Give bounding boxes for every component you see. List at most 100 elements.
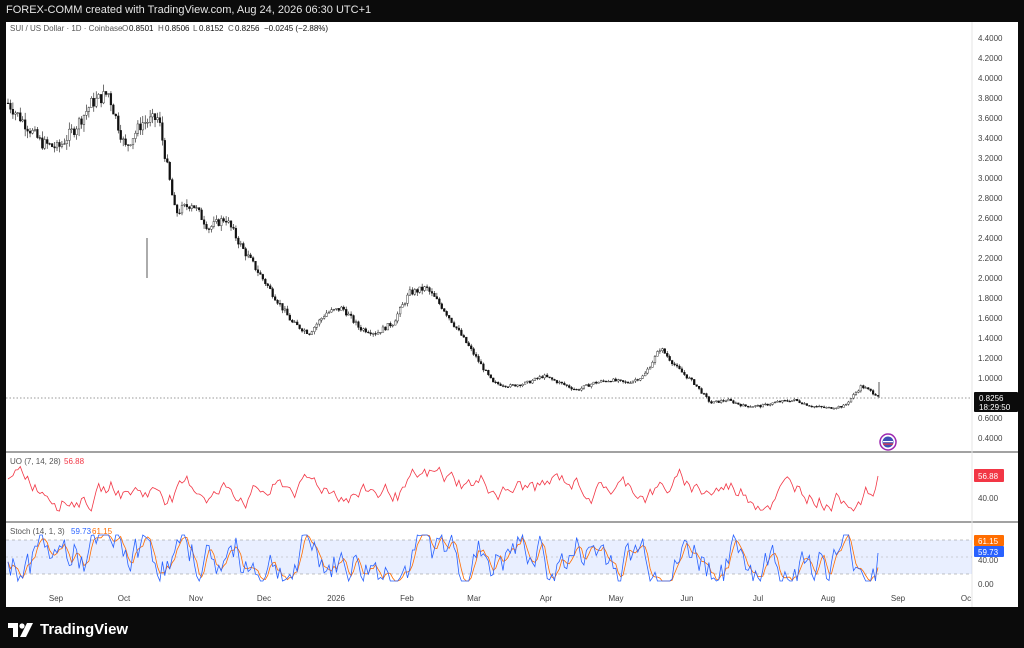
candle-body (511, 384, 514, 386)
candle-body (489, 374, 492, 379)
candle-body (729, 399, 733, 401)
candle-body (413, 289, 416, 295)
candle-body (75, 128, 78, 135)
candle-body (690, 377, 693, 380)
candle-body (487, 370, 490, 375)
candle-body (602, 380, 605, 382)
last-price-badge (974, 392, 1018, 412)
candle-body (239, 243, 242, 245)
uo-value: 56.88 (64, 457, 85, 466)
candle-body (63, 143, 66, 145)
candle-body (320, 318, 323, 321)
candle-body (354, 321, 358, 323)
price-axis-label: 3.4000 (978, 134, 1003, 143)
candle-body (195, 207, 198, 209)
candle-body (472, 348, 475, 355)
ohlc-high-label: H (158, 24, 164, 33)
candle-body (732, 400, 735, 404)
candle-body (237, 237, 240, 245)
candle-body (14, 112, 17, 115)
candle-body (800, 402, 804, 405)
candle-body (38, 137, 41, 139)
candle-body (151, 113, 154, 118)
candle-body (389, 323, 392, 327)
price-axis-label: 1.6000 (978, 314, 1003, 323)
uo-line (7, 465, 879, 513)
price-axis: 4.4000 4.2000 4.0000 3.8000 3.6000 3.4000 3.20… (978, 34, 1003, 443)
candle-body (597, 381, 600, 384)
candle-body (104, 91, 108, 95)
candle-body (288, 314, 291, 321)
candle-body (173, 194, 176, 206)
candle-body (425, 286, 429, 288)
candle-body (261, 274, 264, 280)
candle-body (19, 112, 22, 122)
candle-body (462, 335, 465, 338)
candle-body (455, 326, 458, 329)
candle-body (153, 113, 157, 121)
candle-body (617, 379, 620, 382)
tradingview-logo[interactable]: TradingView (8, 621, 128, 638)
candle-body (227, 220, 230, 223)
chart-svg[interactable]: SUI / US Dollar · 1D · Coinbase O 0.8501… (6, 22, 1018, 607)
chart-area[interactable]: SUI / US Dollar · 1D · Coinbase O 0.8501… (6, 22, 1018, 607)
candle-body (178, 212, 181, 214)
candle-body (847, 401, 850, 405)
stoch-k-value: 59.73 (71, 527, 92, 536)
candle-body (874, 393, 877, 396)
uo-axis-label: 40.00 (978, 494, 999, 503)
candle-body (139, 123, 142, 131)
candle-body (543, 374, 546, 379)
candle-body (786, 400, 789, 402)
candle-body (695, 384, 698, 387)
candle-body (345, 309, 348, 316)
candle-body (234, 228, 238, 239)
candle-body (626, 381, 630, 384)
candle-body (587, 384, 590, 387)
candle-body (126, 144, 130, 146)
candle-body (781, 400, 784, 403)
candle-body (386, 323, 389, 331)
candle-body (634, 379, 637, 382)
candle-body (663, 348, 666, 354)
candle-body (58, 142, 61, 147)
candle-body (242, 243, 245, 249)
candle-body (492, 377, 495, 383)
price-axis-label: 2.8000 (978, 194, 1003, 203)
candle-body (97, 94, 100, 99)
candle-body (506, 386, 510, 388)
candle-body (244, 248, 247, 257)
candle-body (249, 254, 252, 258)
candle-body (825, 407, 828, 409)
time-axis-label: Feb (400, 594, 414, 603)
candle-body (369, 332, 372, 335)
time-axis-label: Oc (961, 594, 971, 603)
candle-body (619, 379, 622, 381)
candle-body (705, 393, 708, 397)
candle-body (283, 308, 287, 311)
candle-body (585, 384, 588, 386)
candle-body (516, 384, 519, 387)
candle-body (629, 382, 632, 384)
ohlc-close-label: C (228, 24, 234, 33)
candle-body (501, 385, 505, 387)
candle-body (876, 395, 880, 397)
time-axis-label: 2026 (327, 594, 345, 603)
created-with-text: FOREX-COMM created with TradingView.com,… (6, 4, 372, 16)
candle-body (36, 129, 39, 138)
candle-body (761, 404, 764, 408)
candle-body (117, 115, 120, 131)
candle-body (744, 404, 747, 407)
candle-body (773, 401, 777, 404)
candle-body (68, 128, 71, 141)
candle-body (421, 286, 424, 291)
candle-body (648, 367, 652, 370)
candle-body (24, 119, 27, 130)
candle-body (631, 380, 635, 384)
us-flag-event-icon[interactable] (879, 433, 897, 451)
candle-body (286, 308, 289, 316)
candle-body (477, 356, 480, 362)
candle-body (497, 382, 500, 385)
bar-countdown: 18:29:50 (979, 403, 1011, 412)
price-axis-label: 2.0000 (978, 274, 1003, 283)
